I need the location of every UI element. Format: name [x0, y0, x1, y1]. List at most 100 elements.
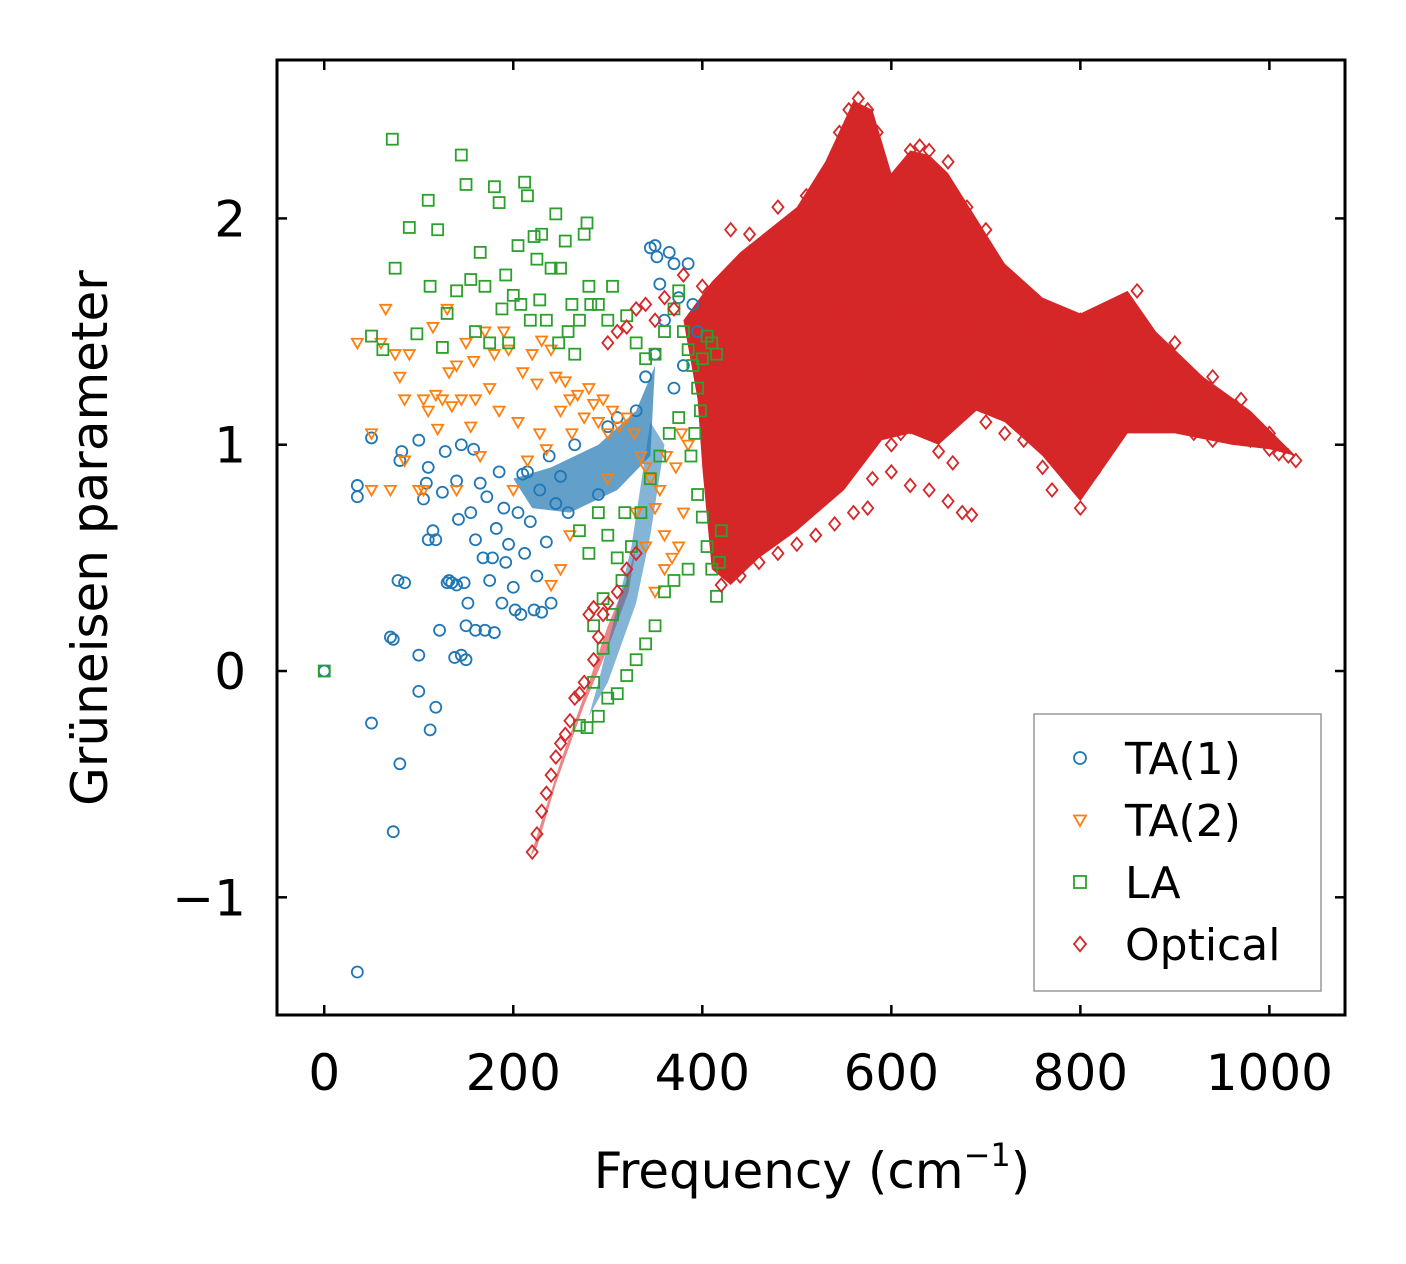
optical-point [870, 124, 884, 141]
optical-point [955, 504, 969, 521]
ta1-point [561, 506, 575, 520]
ta2-point [392, 371, 407, 385]
ta1-point [487, 626, 501, 639]
optical-point [586, 599, 601, 616]
la-point [385, 132, 399, 146]
ta2-point [681, 439, 696, 453]
ta2-point [492, 405, 507, 419]
ta1-point [435, 485, 449, 499]
la-point [454, 148, 468, 162]
optical-point [1087, 463, 1102, 480]
x-axis-label-main: Frequency (cm [594, 1142, 964, 1200]
axis-ticks: 0 200 400 600 800 1000 −1 0 1 2 [172, 60, 1345, 1102]
la-point [518, 175, 532, 189]
ta1-point [539, 535, 553, 549]
ta2-point [435, 394, 450, 407]
legend-marker-optical [1072, 935, 1088, 953]
la-point [580, 721, 594, 734]
ta2-point [657, 564, 672, 577]
optical-point [1045, 481, 1059, 498]
ta1-point [398, 576, 411, 590]
ta2-point [643, 473, 658, 486]
y-axis-label: Grüneisen parameter [61, 270, 119, 806]
optical-point [894, 425, 908, 442]
optical-point [884, 463, 899, 480]
ta1-point [365, 716, 378, 730]
optical-point [620, 319, 634, 336]
optical-point [539, 785, 554, 802]
la-point [523, 313, 537, 327]
optical-point [1111, 300, 1125, 317]
la-point [672, 411, 686, 424]
optical-point [827, 300, 842, 317]
ta1-point [533, 483, 547, 497]
x-tick-label: 600 [844, 1044, 939, 1102]
la-point [584, 298, 598, 311]
la-point [714, 524, 728, 538]
ta1-point [419, 476, 433, 490]
ta2-point [501, 344, 516, 357]
la-point [582, 546, 596, 560]
ta1-point [650, 250, 664, 264]
optical-point [1168, 414, 1182, 431]
ta2-point [659, 451, 674, 464]
optical-point [827, 515, 842, 532]
optical-point [1187, 425, 1201, 442]
la-point [610, 687, 624, 701]
ta2-point [534, 335, 549, 348]
la-point [591, 298, 605, 311]
optical-point [1262, 425, 1277, 442]
la-point [495, 302, 509, 316]
ta1-branch [588, 422, 665, 717]
ta1-point [386, 632, 400, 646]
ta2-point [600, 473, 615, 486]
ta1-point [527, 603, 541, 617]
optical-point [742, 244, 757, 261]
ta1-point [457, 576, 471, 590]
la-point [435, 341, 449, 354]
la-point [469, 325, 482, 338]
ta2-point [671, 541, 686, 554]
ta2-point [510, 417, 526, 430]
optical-point [998, 380, 1012, 397]
la-point [487, 180, 501, 194]
ta1-point [518, 546, 532, 560]
optical-point [1054, 368, 1069, 385]
ta2-point [506, 484, 521, 498]
ta2-point [402, 349, 417, 362]
la-point [694, 404, 707, 418]
optical-point [780, 221, 795, 238]
optical-point [601, 595, 615, 612]
ta2-point [425, 322, 440, 335]
optical-point [931, 443, 946, 460]
ta1-point [393, 454, 407, 467]
ta1-point [662, 245, 676, 259]
optical-point [979, 414, 993, 431]
la-point [681, 562, 695, 576]
la-point [539, 313, 553, 327]
optical-point [903, 142, 917, 159]
ta2-point [676, 507, 691, 520]
ta1-point [691, 325, 704, 338]
optical-point [960, 323, 974, 340]
la-point [629, 653, 643, 667]
optical-point [832, 124, 847, 141]
la-point [582, 279, 596, 293]
ta2-point [458, 337, 474, 351]
ta1-point [350, 965, 364, 979]
optical-point [525, 844, 539, 861]
la-point [558, 234, 572, 248]
optical-point [629, 545, 643, 562]
x-tick-label: 400 [655, 1044, 750, 1102]
ta1-point [511, 506, 525, 520]
la-point [648, 347, 662, 361]
optical-point [813, 176, 828, 193]
la-point [648, 619, 662, 633]
optical-point [1026, 391, 1040, 408]
ta2-point [397, 455, 412, 468]
x-tick-label: 800 [1033, 1044, 1128, 1102]
la-point [601, 528, 615, 542]
ta2-point [350, 337, 365, 351]
ta1-point [667, 257, 681, 271]
optical-point [1168, 334, 1182, 351]
